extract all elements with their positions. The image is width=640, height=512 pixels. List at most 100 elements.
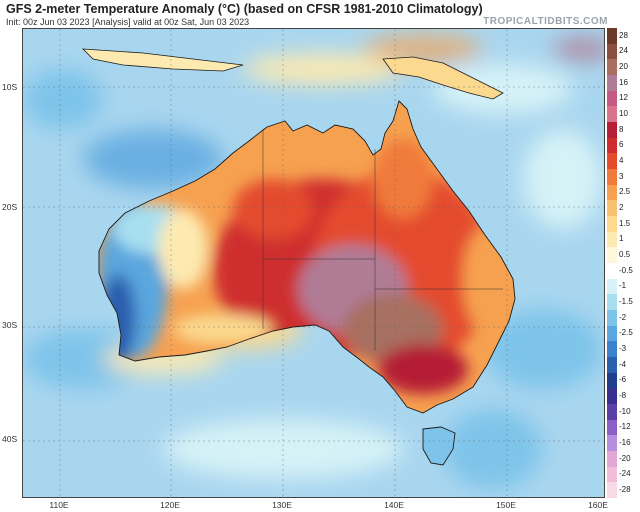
- colorbar-swatch: [607, 90, 617, 107]
- colorbar-swatch: [607, 278, 617, 295]
- lon-label-110e: 110E: [49, 500, 69, 510]
- lon-label-120e: 120E: [160, 500, 180, 510]
- colorbar-swatch: [607, 231, 617, 248]
- indonesia-islands: [81, 48, 244, 72]
- colorbar-label: -10: [619, 406, 631, 416]
- colorbar-label: -16: [619, 438, 631, 448]
- colorbar-label: 28: [619, 30, 628, 40]
- colorbar-level: -8: [607, 388, 640, 404]
- page-title: GFS 2-meter Temperature Anomaly (°C) (ba…: [6, 2, 483, 16]
- colorbar-label: -24: [619, 469, 631, 479]
- colorbar-level: -1.5: [607, 294, 640, 310]
- colorbar-swatch: [607, 43, 617, 60]
- colorbar-level: -4: [607, 357, 640, 373]
- colorbar-label: 10: [619, 109, 628, 119]
- colorbar-label: -1: [619, 281, 627, 291]
- colorbar-level: 16: [607, 75, 640, 91]
- australia-coastline: [98, 100, 516, 414]
- colorbar-swatch: [607, 341, 617, 357]
- colorbar-label: 2.5: [619, 187, 631, 197]
- colorbar-level: -1: [607, 278, 640, 295]
- colorbar-label: 20: [619, 62, 628, 72]
- colorbar-label: -1.5: [619, 297, 633, 307]
- new-guinea-landmass: [382, 56, 504, 100]
- colorbar-level: -16: [607, 435, 640, 451]
- colorbar-level: -2: [607, 310, 640, 326]
- lat-label-30s: 30S: [2, 320, 18, 330]
- lat-label-40s: 40S: [2, 434, 18, 444]
- colorbar-level: 6: [607, 137, 640, 154]
- colorbar-swatch: [607, 451, 617, 467]
- lon-label-150e: 150E: [496, 500, 516, 510]
- colorbar-swatch: [607, 325, 617, 342]
- colorbar-level: 28: [607, 28, 640, 44]
- colorbar-swatch: [607, 200, 617, 216]
- colorbar-level: 1: [607, 231, 640, 248]
- colorbar-swatch: [607, 419, 617, 436]
- colorbar-level: -20: [607, 451, 640, 467]
- colorbar-swatch: [607, 482, 617, 498]
- colorbar-level: -28: [607, 482, 640, 498]
- run-info: Init: 00z Jun 03 2023 [Analysis] valid a…: [6, 17, 250, 27]
- colorbar-level: 20: [607, 59, 640, 75]
- colorbar-swatch: [607, 372, 617, 389]
- map-panel: [22, 28, 605, 498]
- lon-label-160e: 160E: [588, 500, 608, 510]
- colorbar-label: 4: [619, 156, 624, 166]
- colorbar-swatch: [607, 153, 617, 169]
- colorbar-label: 12: [619, 93, 628, 103]
- colorbar-swatch: [607, 263, 617, 279]
- colorbar-swatch: [607, 106, 617, 122]
- colorbar-level: 1.5: [607, 216, 640, 232]
- colorbar-label: -2: [619, 312, 627, 322]
- colorbar-level: -2.5: [607, 325, 640, 342]
- colorbar-level: 10: [607, 106, 640, 122]
- colorbar-level: 12: [607, 90, 640, 107]
- colorbar-label: -12: [619, 422, 631, 432]
- header: GFS 2-meter Temperature Anomaly (°C) (ba…: [0, 0, 640, 28]
- tasmania-landmass: [422, 426, 456, 466]
- colorbar-swatch: [607, 184, 617, 201]
- lon-label-140e: 140E: [384, 500, 404, 510]
- colorbar-label: 24: [619, 46, 628, 56]
- colorbar-label: 1.5: [619, 218, 631, 228]
- colorbar-label: 3: [619, 171, 624, 181]
- colorbar-label: 1: [619, 234, 624, 244]
- colorbar-swatch: [607, 310, 617, 326]
- colorbar-level: 24: [607, 43, 640, 60]
- colorbar-label: 8: [619, 124, 624, 134]
- colorbar-label: 0.5: [619, 250, 631, 260]
- colorbar-level: 2: [607, 200, 640, 216]
- state-borders: [262, 129, 503, 351]
- colorbar-level: -12: [607, 419, 640, 436]
- colorbar-swatch: [607, 466, 617, 483]
- colorbar-swatch: [607, 247, 617, 263]
- lon-label-130e: 130E: [272, 500, 292, 510]
- colorbar-swatch: [607, 404, 617, 420]
- colorbar-level: -3: [607, 341, 640, 357]
- colorbar-level: 2.5: [607, 184, 640, 201]
- colorbar-swatch: [607, 169, 617, 185]
- colorbar-level: 3: [607, 169, 640, 185]
- graticule: [23, 29, 604, 497]
- colorbar-swatch: [607, 59, 617, 75]
- brand-logo[interactable]: TROPICALTIDBITS.COM: [483, 16, 608, 27]
- colorbar-label: -2.5: [619, 328, 633, 338]
- colorbar-swatch: [607, 216, 617, 232]
- ocean-anomaly-field: [23, 34, 604, 489]
- colorbar-label: -8: [619, 391, 627, 401]
- colorbar-label: -3: [619, 344, 627, 354]
- colorbar-swatch: [607, 357, 617, 373]
- colorbar-legend: 28 24 20 16 12 10 8 6 4 3 2.5 2 1.5 1 0.5 -0.5 -1 -1.5 -2 -…: [607, 28, 640, 498]
- colorbar-label: 6: [619, 140, 624, 150]
- colorbar-swatch: [607, 435, 617, 451]
- colorbar-swatch: [607, 122, 617, 138]
- colorbar-level: -24: [607, 466, 640, 483]
- colorbar-level: -0.5: [607, 263, 640, 279]
- colorbar-level: 4: [607, 153, 640, 169]
- colorbar-level: -10: [607, 404, 640, 420]
- lat-label-20s: 20S: [2, 202, 18, 212]
- colorbar-label: -28: [619, 485, 631, 495]
- colorbar-swatch: [607, 388, 617, 404]
- anomaly-map: [23, 29, 604, 497]
